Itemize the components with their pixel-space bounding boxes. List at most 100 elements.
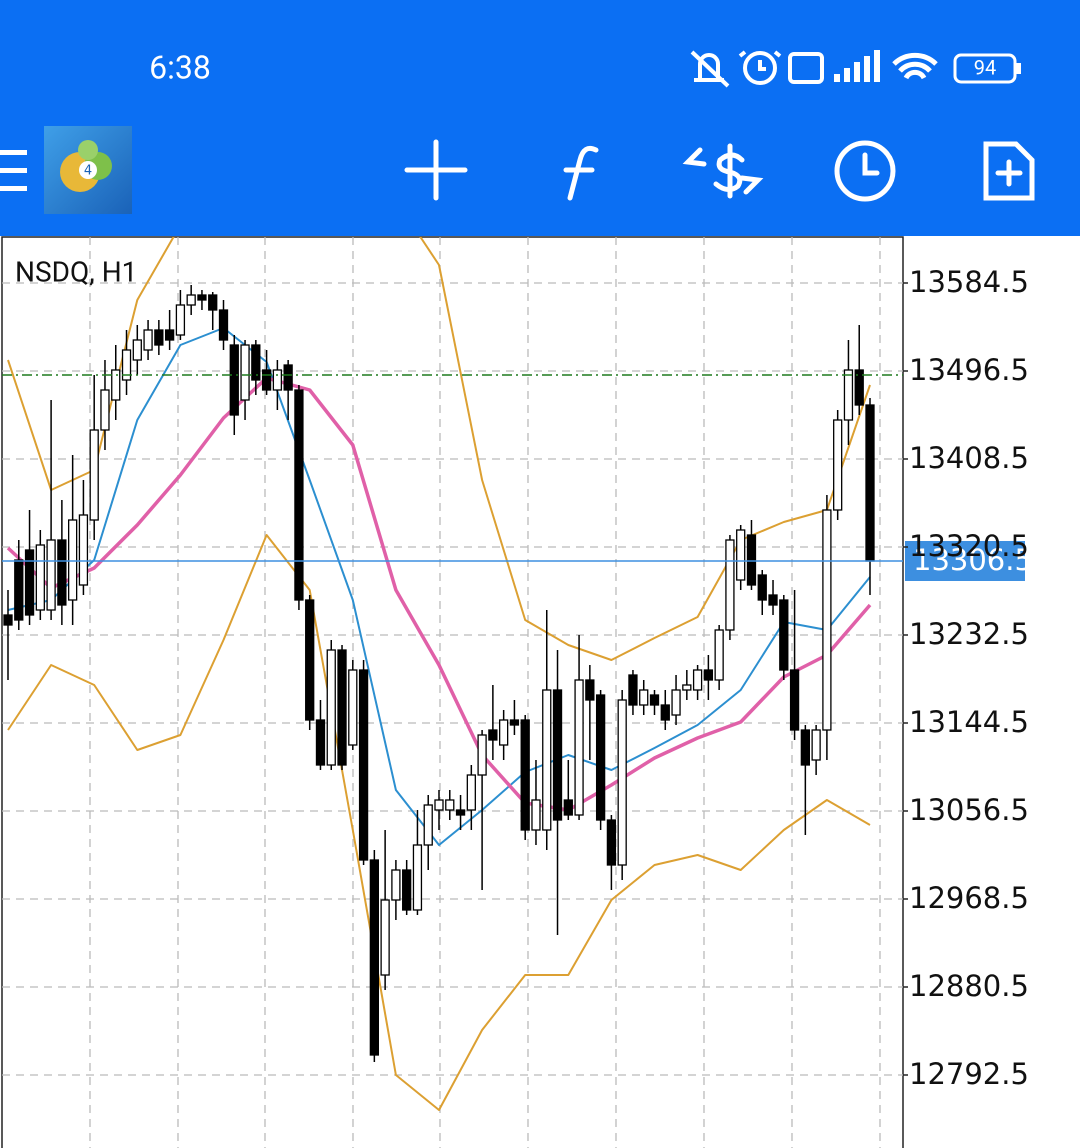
candle-body [337,649,347,766]
candle-body [488,729,498,741]
candle-body [208,294,218,311]
candle-body [68,519,78,601]
candle-body [164,329,175,341]
app-header [0,0,1080,236]
candle-body [714,629,724,681]
candle-body [768,594,778,606]
candle-body [251,344,261,381]
candle-body [78,514,89,586]
candle-body [434,799,444,811]
candle-body [757,574,767,601]
candle-body [89,429,99,521]
candle-body [789,669,800,731]
candle-body [692,669,703,691]
candle-body [132,339,142,361]
indicators-button[interactable] [563,145,599,201]
candle-body [380,899,390,976]
candle-body [229,344,239,416]
chart-title: NSDQ, H1 [15,255,137,288]
candle-body [542,689,552,831]
candle-body [843,369,854,421]
candle-body [358,669,369,861]
candle-body [660,704,670,721]
signal [834,50,880,82]
candle-body [477,734,487,776]
candle-body [24,549,35,616]
y-tick-label: 13320.5 [909,529,1029,563]
candle-body [725,539,735,631]
candle-body [402,869,412,911]
candle-body [617,699,627,866]
candle-body [100,389,110,431]
battery-tip [1016,63,1021,74]
candle-body [800,729,810,766]
candle-body [46,539,56,611]
candle-body [822,509,832,731]
candle-body [606,819,617,866]
candle-body [186,294,196,306]
price-axis: 13584.5 13496.5 13408.5 13320.5 13232.5 13144… [903,265,1029,1091]
candle-body [574,679,584,816]
candle-body [833,419,843,511]
candle-body [175,304,186,336]
candle-body [348,669,358,746]
candle-body [595,694,606,821]
y-tick-label: 13496.5 [909,353,1029,387]
toolbar-icons [404,139,1035,202]
candle-body [283,364,293,391]
menu-button[interactable] [0,150,27,191]
candle-body [703,669,714,681]
battery-level: 94 [974,55,996,79]
wifi [892,52,938,80]
y-tick-label: 13408.5 [909,441,1029,475]
candle-body [272,369,283,391]
history-button[interactable] [834,140,896,202]
candles [3,285,875,1062]
y-tick-label: 13056.5 [909,793,1029,827]
candle-body [57,539,67,606]
y-tick-label: 13144.5 [909,705,1029,739]
y-tick-label: 12792.5 [909,1057,1029,1091]
candle-body [865,404,875,562]
candle-body [563,799,573,816]
candle-body [218,309,229,341]
bid-label: 13306.5 [913,543,1033,577]
candle-body [531,799,541,831]
candle-body [154,329,164,346]
candle-body [369,859,380,1056]
app-logo[interactable]: 4 [44,126,132,214]
candle-body [509,719,520,726]
indicator-line [7,327,871,846]
candle-body [423,804,433,846]
candle-body [455,809,466,816]
candle-body [143,329,153,351]
battery [953,53,1017,84]
candle-body [639,689,649,706]
candle-body [445,799,455,811]
candle-body [585,679,595,701]
candle-body [628,674,638,706]
candle-body [305,599,315,721]
candle-body [121,349,132,381]
candle-body [14,559,24,621]
indicator-line [7,534,871,1111]
candle-body [294,389,304,601]
trade-button[interactable] [682,143,764,199]
bid-label-box [905,541,1025,581]
new-order-button[interactable] [983,141,1035,201]
candle-body [261,369,272,391]
candle-body [240,344,250,401]
candle-body [779,599,789,671]
candle-body [671,689,681,716]
candle-body [391,869,401,901]
candle-body [326,649,336,766]
candle-body [682,684,692,691]
indicator-line [6,376,872,812]
crosshair-button[interactable] [404,139,468,201]
candle-body [35,544,45,611]
price-grid [2,282,903,1076]
svg-text:4: 4 [84,164,92,179]
candle-body [412,844,423,911]
candle-body [197,294,207,301]
